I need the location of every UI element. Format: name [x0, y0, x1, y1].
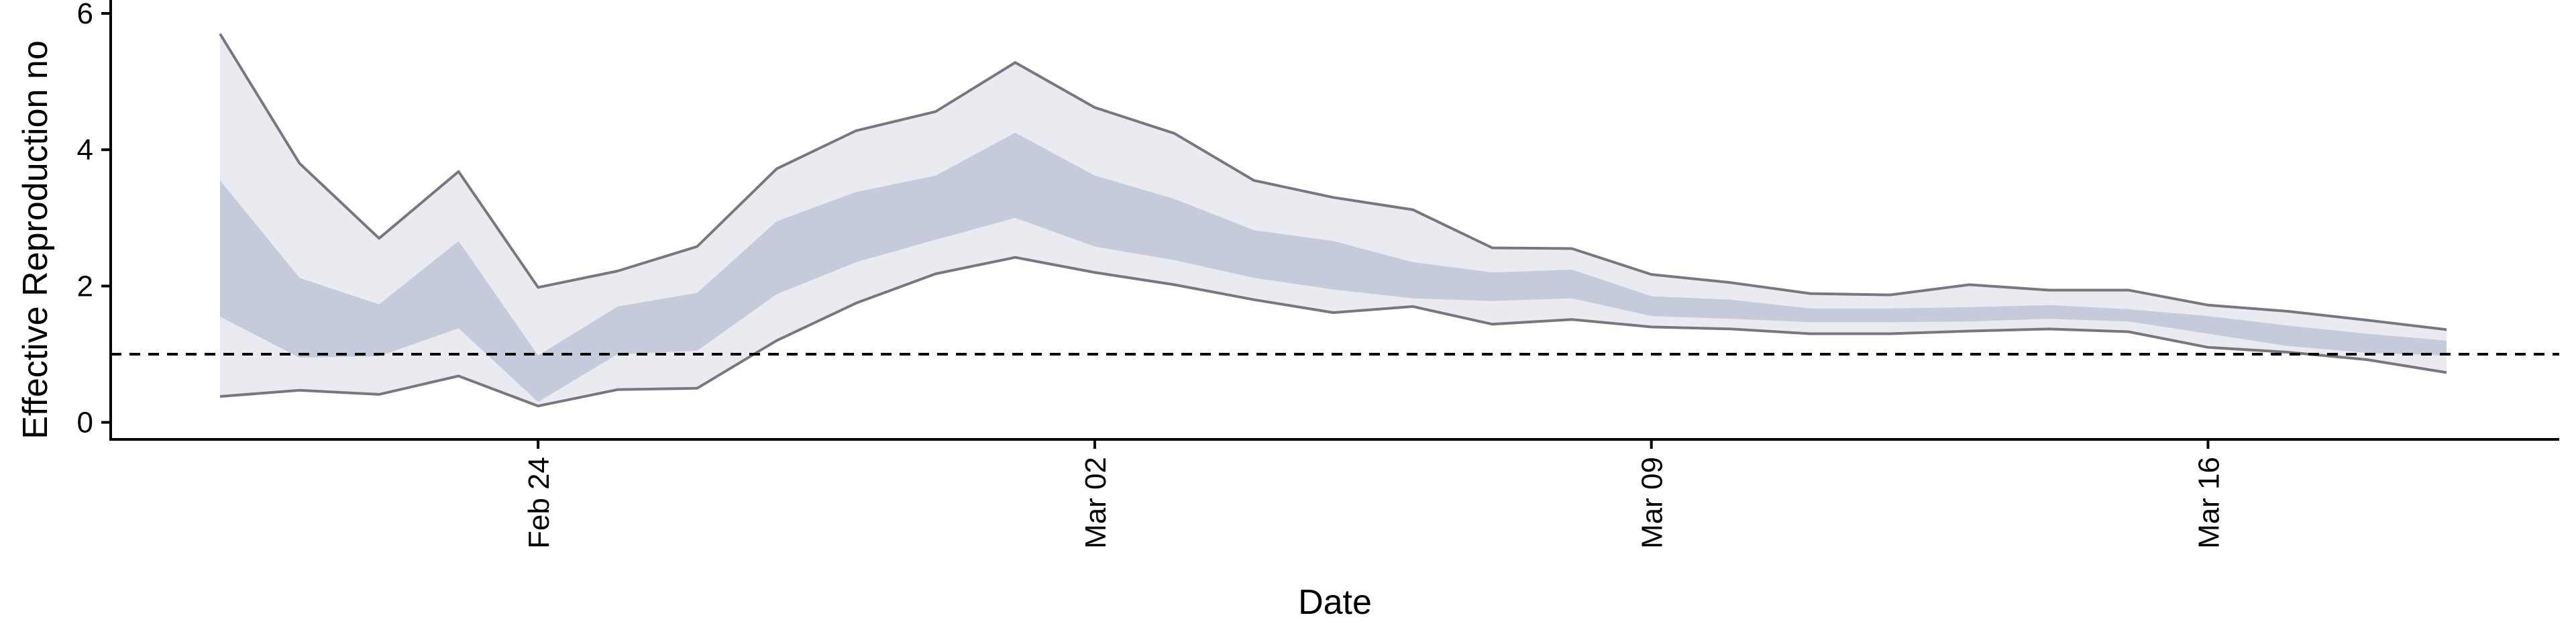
x-axis-ticks: Feb 24 Mar 02 Mar 09 Mar 16: [523, 439, 2225, 549]
x-tick-label: Mar 02: [1079, 457, 1112, 549]
x-axis-title: Date: [1298, 583, 1372, 622]
band-lower-edge: [219, 256, 2447, 408]
x-tick-label: Feb 24: [523, 457, 555, 549]
band-upper-edge: [219, 33, 2447, 331]
y-axis-title: Effective Reproduction no: [16, 40, 55, 439]
confidence-bands: [220, 34, 2447, 407]
y-tick-label: 2: [77, 270, 93, 303]
y-tick-label: 0: [77, 407, 93, 439]
y-tick-label: 6: [77, 0, 93, 30]
band-edge-lines: [219, 33, 2447, 408]
band-inner: [220, 132, 2447, 402]
y-axis-ticks: 0 2 4 6: [77, 0, 111, 439]
axes: [109, 0, 2559, 441]
x-tick-label: Mar 16: [2192, 457, 2225, 549]
y-tick-label: 4: [77, 133, 93, 166]
x-tick-label: Mar 09: [1636, 457, 1669, 549]
